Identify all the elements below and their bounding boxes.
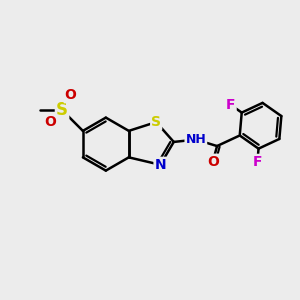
Text: O: O [44, 115, 56, 129]
Text: NH: NH [185, 133, 206, 146]
Text: O: O [207, 155, 219, 169]
Text: N: N [154, 158, 166, 172]
Text: S: S [151, 115, 161, 129]
Text: F: F [226, 98, 236, 112]
Text: S: S [56, 101, 68, 119]
Text: O: O [65, 88, 76, 102]
Text: F: F [253, 155, 262, 169]
